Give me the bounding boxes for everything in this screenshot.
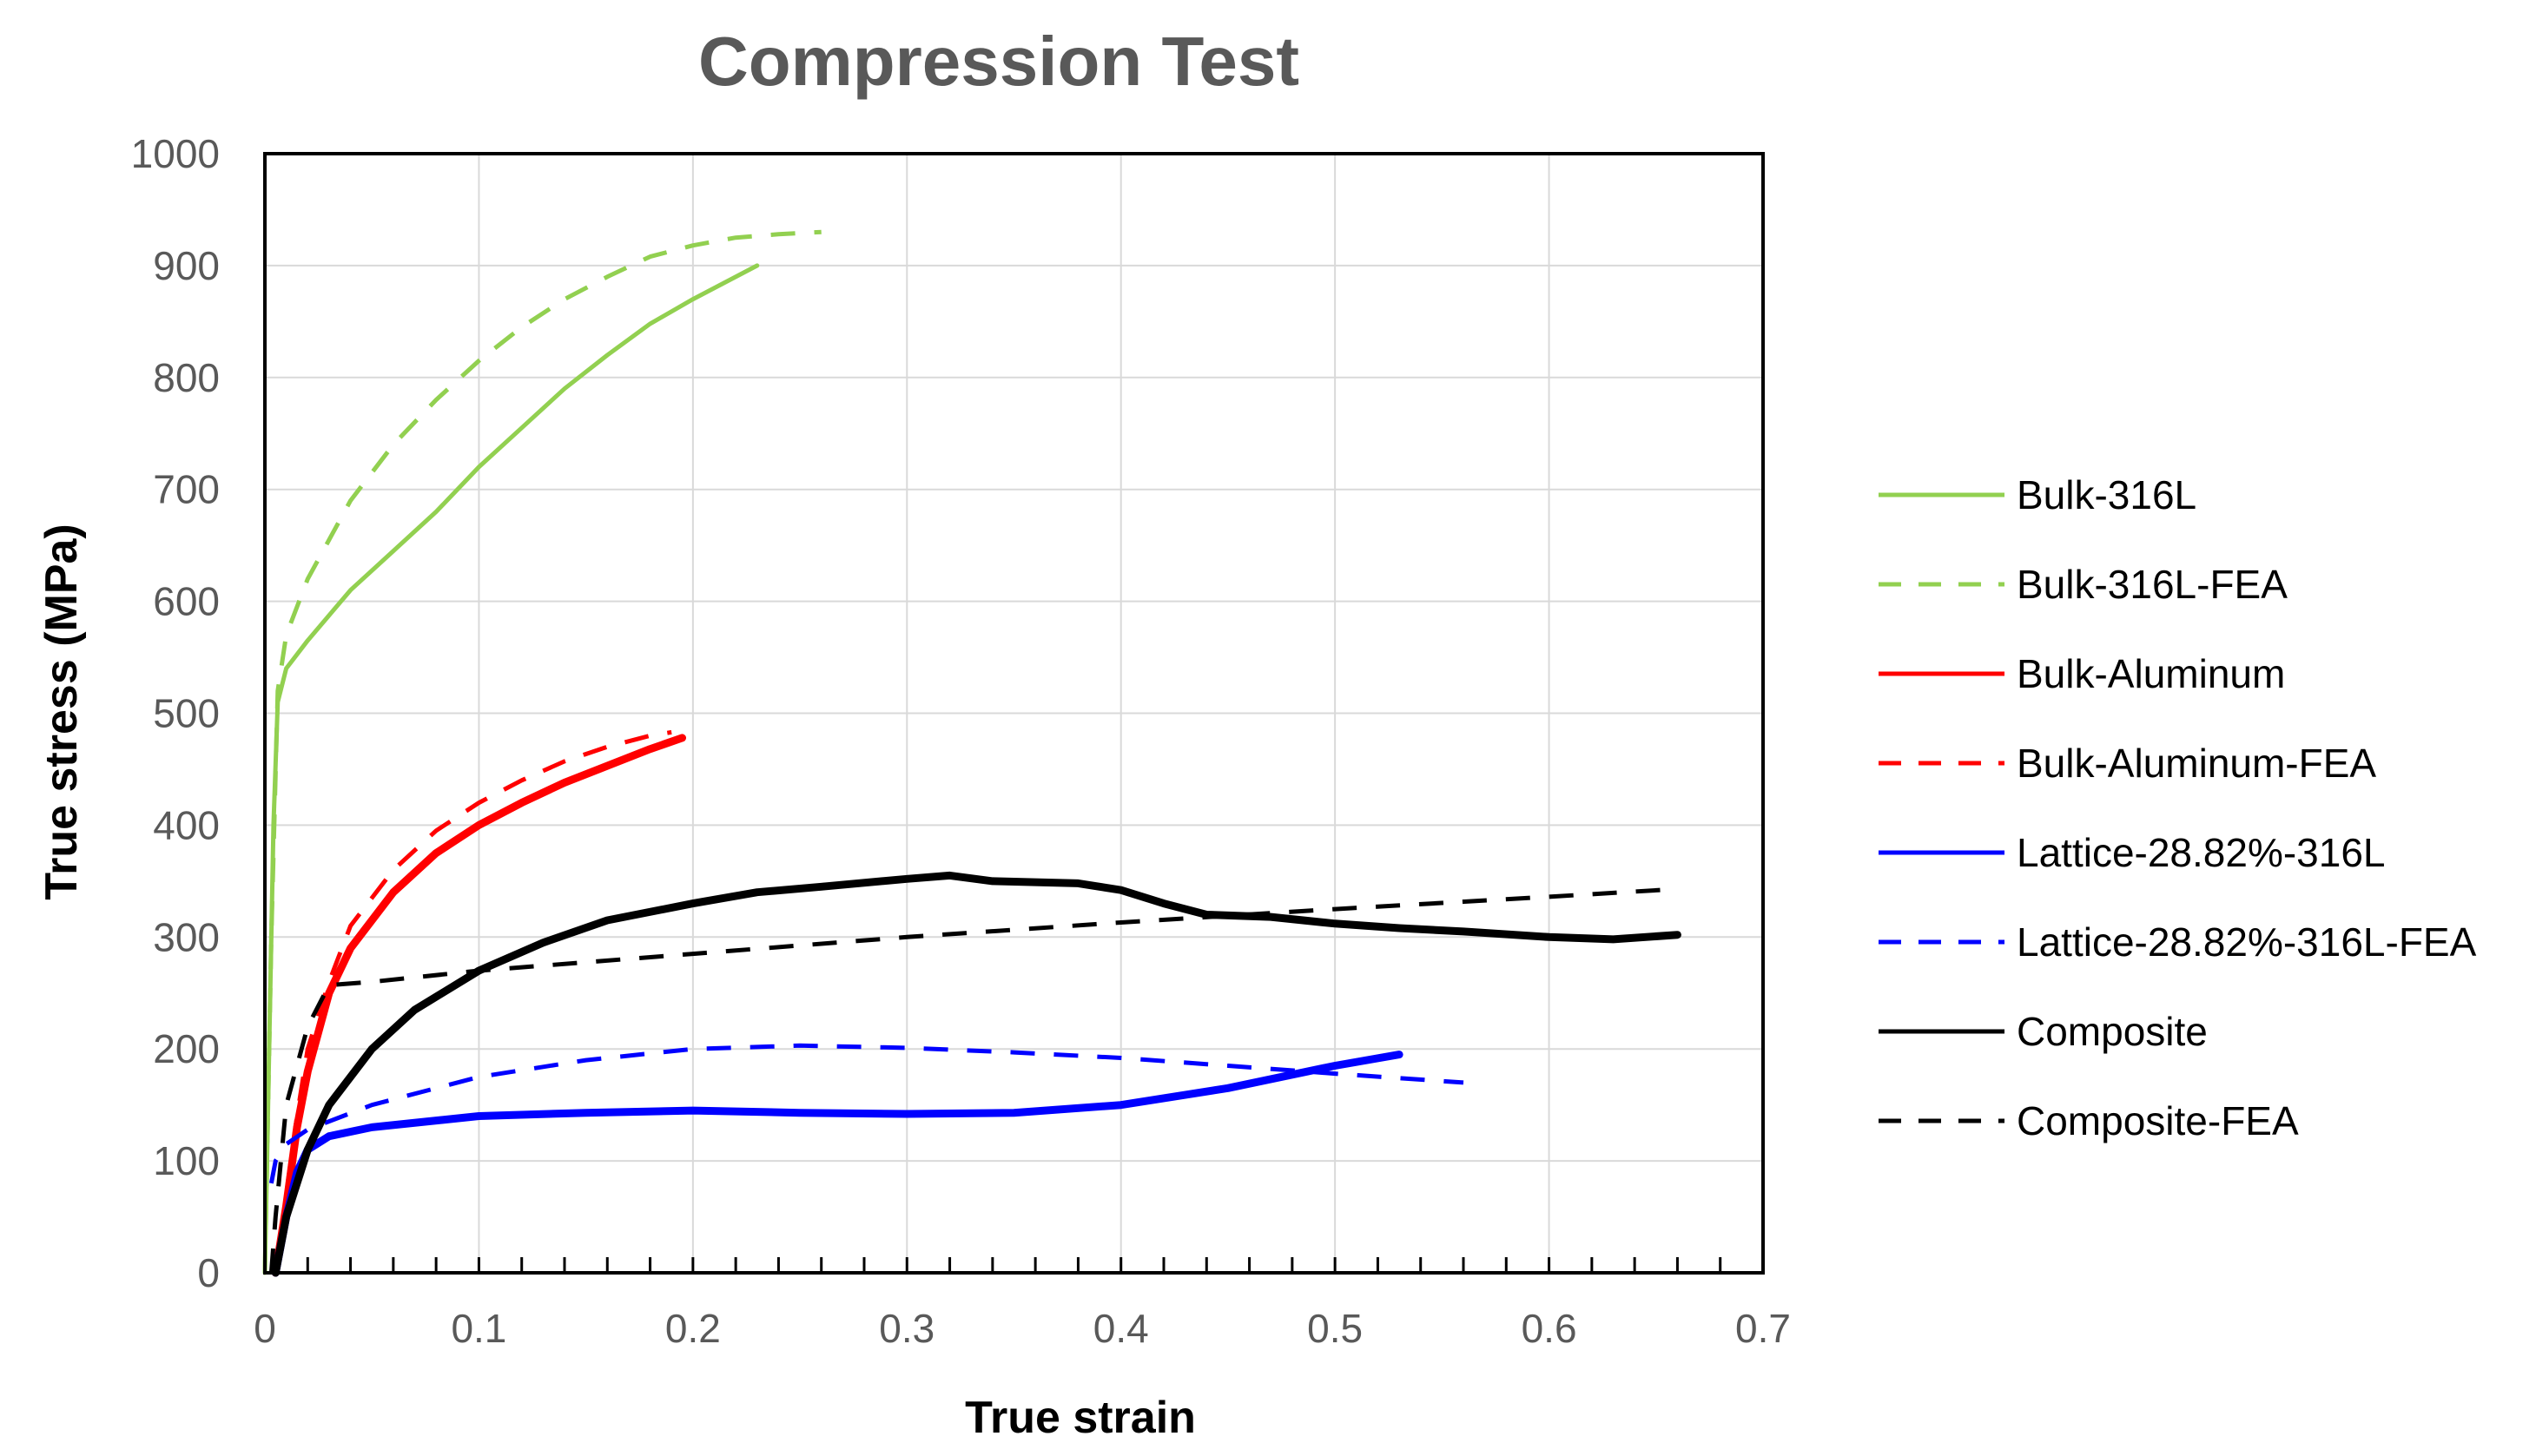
y-tick-label: 500 xyxy=(153,691,220,736)
y-tick-label: 900 xyxy=(153,243,220,288)
series-lines xyxy=(262,229,1681,1277)
series-line-bulk-316l-fea xyxy=(262,229,822,1274)
plot-frame xyxy=(263,152,1765,1275)
series-line-bulk-aluminum xyxy=(271,734,686,1277)
legend-label: Composite-FEA xyxy=(2017,1098,2299,1143)
y-tick-label: 700 xyxy=(153,467,220,512)
legend-label: Bulk-316L xyxy=(2017,472,2196,517)
legend-item: Bulk-316L xyxy=(1879,472,2196,517)
series-line-composite xyxy=(271,871,1681,1277)
y-tick-label: 100 xyxy=(153,1138,220,1183)
legend: Bulk-316L Bulk-316L-FEA Bulk-Aluminum Bulk-… xyxy=(1879,472,2477,1143)
grid xyxy=(264,153,1764,1274)
legend-item: Bulk-Aluminum xyxy=(1879,651,2285,696)
series-line-composite-fea xyxy=(268,886,1678,1274)
x-tick-label: 0.4 xyxy=(1093,1306,1149,1351)
legend-item: Composite xyxy=(1879,1009,2208,1054)
y-tick-label: 300 xyxy=(153,914,220,959)
legend-label: Lattice-28.82%-316L-FEA xyxy=(2017,919,2477,965)
legend-label: Bulk-316L-FEA xyxy=(2017,562,2288,607)
y-tick-label: 0 xyxy=(197,1250,220,1295)
y-tick-label: 1000 xyxy=(131,131,220,176)
legend-label: Bulk-Aluminum-FEA xyxy=(2017,741,2376,786)
y-tick-label: 600 xyxy=(153,579,220,624)
legend-label: Lattice-28.82%-316L xyxy=(2017,830,2386,875)
series-line-bulk-316l xyxy=(262,263,760,1275)
x-axis-label: True strain xyxy=(965,1393,1196,1443)
series-line-lattice-28-82-316l xyxy=(271,1051,1403,1277)
x-tick-label: 0 xyxy=(254,1306,276,1351)
y-tick-labels: 0 100 200 300 400 500 600 700 800 900 1000 xyxy=(131,131,220,1295)
legend-item: Lattice-28.82%-316L-FEA xyxy=(1879,919,2477,965)
legend-item: Composite-FEA xyxy=(1879,1098,2299,1143)
x-tick-label: 0.1 xyxy=(451,1306,506,1351)
chart-title: Compression Test xyxy=(698,23,1299,100)
x-tick-label: 0.3 xyxy=(879,1306,934,1351)
x-tick-labels: 0 0.1 0.2 0.3 0.4 0.5 0.6 0.7 xyxy=(254,1306,1791,1351)
x-tick-label: 0.6 xyxy=(1522,1306,1577,1351)
x-tick-label: 0.2 xyxy=(665,1306,721,1351)
legend-label: Composite xyxy=(2017,1009,2208,1054)
series-line-bulk-aluminum-fea xyxy=(273,729,672,1274)
legend-item: Bulk-316L-FEA xyxy=(1879,562,2288,607)
x-tick-label: 0.7 xyxy=(1735,1306,1791,1351)
y-axis-label: True stress (MPa) xyxy=(36,524,87,900)
y-tick-label: 400 xyxy=(153,802,220,847)
series-line-lattice-28-82-316l-fea xyxy=(268,1043,1464,1184)
y-tick-label: 800 xyxy=(153,355,220,400)
axis-ticks xyxy=(263,1257,1765,1273)
legend-item: Lattice-28.82%-316L xyxy=(1879,830,2386,875)
legend-label: Bulk-Aluminum xyxy=(2017,651,2285,696)
x-tick-label: 0.5 xyxy=(1307,1306,1363,1351)
y-tick-label: 200 xyxy=(153,1026,220,1071)
legend-item: Bulk-Aluminum-FEA xyxy=(1879,741,2376,786)
